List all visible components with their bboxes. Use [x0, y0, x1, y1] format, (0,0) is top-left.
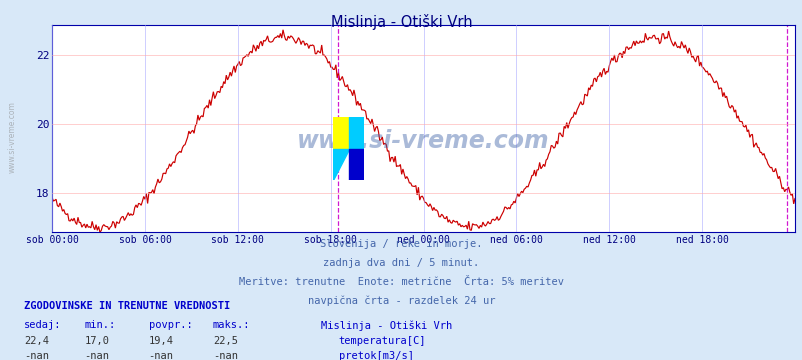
Text: navpična črta - razdelek 24 ur: navpična črta - razdelek 24 ur	[307, 296, 495, 306]
Text: www.si-vreme.com: www.si-vreme.com	[8, 101, 17, 173]
Text: -nan: -nan	[84, 351, 109, 360]
Text: 22,4: 22,4	[24, 336, 49, 346]
Bar	[348, 117, 363, 148]
Text: sedaj:: sedaj:	[24, 320, 62, 330]
Text: ZGODOVINSKE IN TRENUTNE VREDNOSTI: ZGODOVINSKE IN TRENUTNE VREDNOSTI	[24, 301, 230, 311]
Text: pretok[m3/s]: pretok[m3/s]	[338, 351, 413, 360]
Text: -nan: -nan	[213, 351, 237, 360]
Text: Slovenija / reke in morje.: Slovenija / reke in morje.	[320, 239, 482, 249]
Polygon shape	[333, 148, 348, 180]
Text: -nan: -nan	[24, 351, 49, 360]
Text: www.si-vreme.com: www.si-vreme.com	[297, 129, 549, 153]
Text: Meritve: trenutne  Enote: metrične  Črta: 5% meritev: Meritve: trenutne Enote: metrične Črta: …	[239, 277, 563, 287]
Text: zadnja dva dni / 5 minut.: zadnja dva dni / 5 minut.	[323, 258, 479, 268]
Text: Mislinja - Otiški Vrh: Mislinja - Otiški Vrh	[321, 320, 452, 331]
Bar	[333, 117, 348, 148]
Text: 22,5: 22,5	[213, 336, 237, 346]
Text: temperatura[C]: temperatura[C]	[338, 336, 426, 346]
Text: min.:: min.:	[84, 320, 115, 330]
Text: Mislinja - Otiški Vrh: Mislinja - Otiški Vrh	[330, 14, 472, 30]
Text: povpr.:: povpr.:	[148, 320, 192, 330]
Text: -nan: -nan	[148, 351, 173, 360]
Text: maks.:: maks.:	[213, 320, 250, 330]
Polygon shape	[348, 148, 363, 180]
Text: 19,4: 19,4	[148, 336, 173, 346]
Text: 17,0: 17,0	[84, 336, 109, 346]
